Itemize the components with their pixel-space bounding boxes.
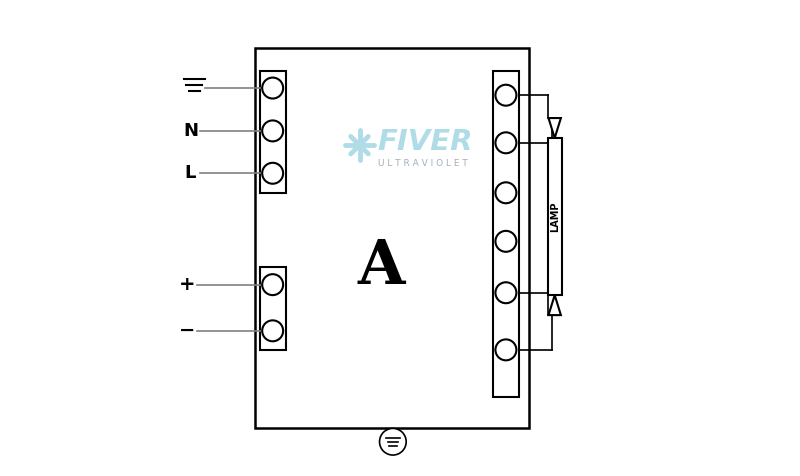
Text: A: A: [358, 237, 405, 297]
Circle shape: [262, 320, 283, 341]
Circle shape: [262, 120, 283, 141]
Circle shape: [495, 132, 516, 153]
Circle shape: [262, 78, 283, 99]
Text: FIVER: FIVER: [378, 129, 473, 156]
Bar: [259, 71, 286, 193]
Text: LAMP: LAMP: [550, 201, 560, 232]
Text: U L T R A V I O L E T: U L T R A V I O L E T: [378, 159, 467, 168]
Text: N: N: [183, 122, 198, 140]
Circle shape: [262, 163, 283, 184]
Circle shape: [495, 282, 516, 303]
Text: L: L: [185, 164, 196, 182]
Bar: [547, 138, 562, 295]
Text: +: +: [179, 275, 195, 294]
Text: −: −: [179, 321, 195, 340]
Bar: [493, 71, 519, 397]
Circle shape: [262, 274, 283, 295]
Circle shape: [495, 231, 516, 252]
Circle shape: [495, 339, 516, 360]
Polygon shape: [549, 118, 561, 138]
Bar: [259, 267, 286, 350]
Circle shape: [495, 85, 516, 106]
Circle shape: [495, 182, 516, 203]
Bar: [255, 48, 529, 428]
Circle shape: [379, 428, 406, 455]
Polygon shape: [549, 295, 561, 315]
